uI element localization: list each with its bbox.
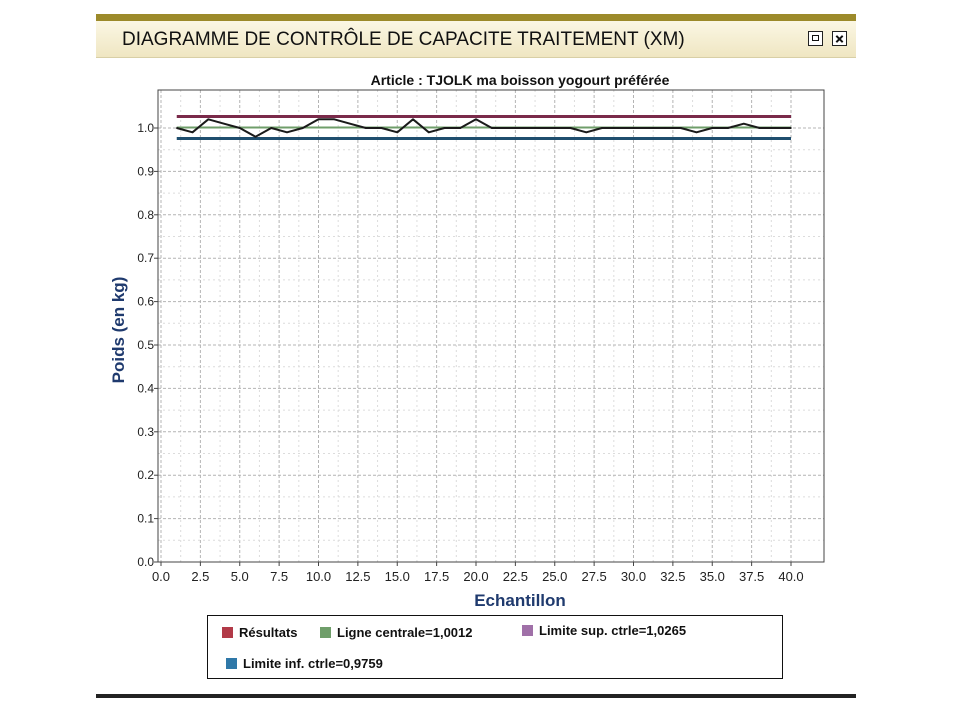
results-point	[364, 127, 367, 129]
results-point	[790, 127, 792, 129]
chart-legend: Résultats Ligne centrale=1,0012 Limite s…	[207, 615, 783, 679]
results-point	[459, 127, 462, 129]
results-point	[254, 135, 257, 138]
legend-label-center-line: Ligne centrale=1,0012	[337, 625, 473, 640]
results-point	[301, 127, 304, 129]
x-tick-label: 15.0	[385, 569, 410, 584]
x-tick-label: 5.0	[231, 569, 249, 584]
results-series-line	[176, 118, 791, 138]
y-axis-label: Poids (en kg)	[109, 277, 128, 384]
restore-window-icon[interactable]	[808, 31, 823, 46]
results-point	[506, 127, 509, 129]
results-point	[270, 127, 273, 129]
results-point	[333, 118, 336, 121]
results-point	[695, 131, 698, 134]
results-point	[648, 127, 651, 129]
legend-swatch-results	[222, 627, 233, 638]
y-tick-label: 0.4	[137, 381, 154, 395]
x-tick-label: 32.5	[660, 569, 685, 584]
tick-labels: 0.0 2.5 5.0 7.5 10.0 12.5 15.0 17.5 20.0 22.5 25.0…	[137, 121, 803, 584]
title-bar: DIAGRAMME DE CONTRÔLE DE CAPACITE TRAITE…	[96, 21, 856, 58]
results-point	[522, 127, 525, 129]
legend-label-results: Résultats	[239, 625, 298, 640]
results-point	[774, 127, 777, 129]
results-point	[664, 127, 666, 129]
results-point	[632, 127, 635, 129]
y-tick-label: 0.3	[137, 425, 154, 439]
legend-item-results: Résultats	[222, 625, 298, 640]
y-tick-label: 1.0	[137, 121, 154, 135]
results-point	[427, 131, 430, 134]
legend-swatch-center-line	[320, 627, 331, 638]
results-point	[286, 131, 288, 134]
y-tick-label: 0.8	[137, 208, 154, 222]
results-point	[742, 122, 745, 125]
results-point	[396, 131, 399, 134]
results-point	[191, 131, 194, 134]
window-title: DIAGRAMME DE CONTRÔLE DE CAPACITE TRAITE…	[122, 29, 685, 50]
results-point	[616, 127, 619, 129]
close-window-icon[interactable]	[832, 31, 847, 46]
x-tick-label: 27.5	[581, 569, 606, 584]
results-point	[585, 131, 588, 134]
window-bottom-border	[96, 694, 856, 698]
results-point	[569, 127, 572, 129]
results-point	[475, 118, 477, 121]
results-point	[349, 122, 351, 125]
x-tick-label: 22.5	[503, 569, 528, 584]
x-tick-label: 0.0	[152, 569, 170, 584]
x-tick-label: 30.0	[621, 569, 646, 584]
y-tick-label: 0.7	[137, 251, 154, 265]
y-tick-label: 0.1	[137, 512, 154, 526]
y-tick-label: 0.2	[137, 468, 154, 482]
x-tick-label: 25.0	[542, 569, 567, 584]
results-point	[412, 118, 414, 121]
chart-title: Article : TJOLK ma boisson yogourt préfé…	[371, 72, 670, 88]
grid	[158, 90, 824, 563]
results-point	[711, 127, 714, 129]
legend-item-lower-limit: Limite inf. ctrle=0,9759	[226, 656, 383, 671]
results-point	[207, 118, 210, 121]
y-tick-label: 0.6	[137, 295, 154, 309]
window-top-border	[96, 14, 856, 21]
y-tick-label: 0.9	[137, 164, 154, 178]
results-point	[601, 127, 603, 129]
results-point	[679, 127, 682, 129]
results-point	[727, 127, 729, 129]
results-point	[223, 122, 225, 125]
legend-swatch-lower-limit	[226, 658, 237, 669]
y-tick-label: 0.5	[137, 338, 154, 352]
legend-label-upper-limit: Limite sup. ctrle=1,0265	[539, 623, 687, 638]
x-tick-label: 20.0	[463, 569, 488, 584]
legend-swatch-upper-limit	[522, 625, 533, 636]
results-point	[490, 127, 493, 129]
legend-item-center-line: Ligne centrale=1,0012	[320, 625, 473, 640]
results-point	[443, 127, 446, 129]
x-tick-label: 17.5	[424, 569, 449, 584]
legend-label-lower-limit: Limite inf. ctrle=0,9759	[243, 656, 383, 671]
plot-frame	[157, 89, 825, 563]
results-point	[380, 127, 383, 129]
x-tick-label: 37.5	[739, 569, 764, 584]
x-tick-label: 10.0	[306, 569, 331, 584]
y-tick-label: 0.0	[137, 555, 154, 569]
x-tick-label: 40.0	[778, 569, 803, 584]
results-point	[175, 127, 178, 129]
plot-lines	[175, 114, 792, 140]
x-axis-label: Echantillon	[474, 591, 566, 610]
results-point	[238, 127, 241, 129]
legend-item-upper-limit: Limite sup. ctrle=1,0265	[522, 623, 686, 638]
x-tick-label: 35.0	[700, 569, 725, 584]
results-point	[317, 118, 320, 121]
results-point	[538, 127, 540, 129]
x-tick-label: 2.5	[191, 569, 209, 584]
results-point	[553, 127, 556, 129]
x-tick-label: 7.5	[270, 569, 288, 584]
results-point	[758, 127, 761, 129]
x-tick-label: 12.5	[345, 569, 370, 584]
